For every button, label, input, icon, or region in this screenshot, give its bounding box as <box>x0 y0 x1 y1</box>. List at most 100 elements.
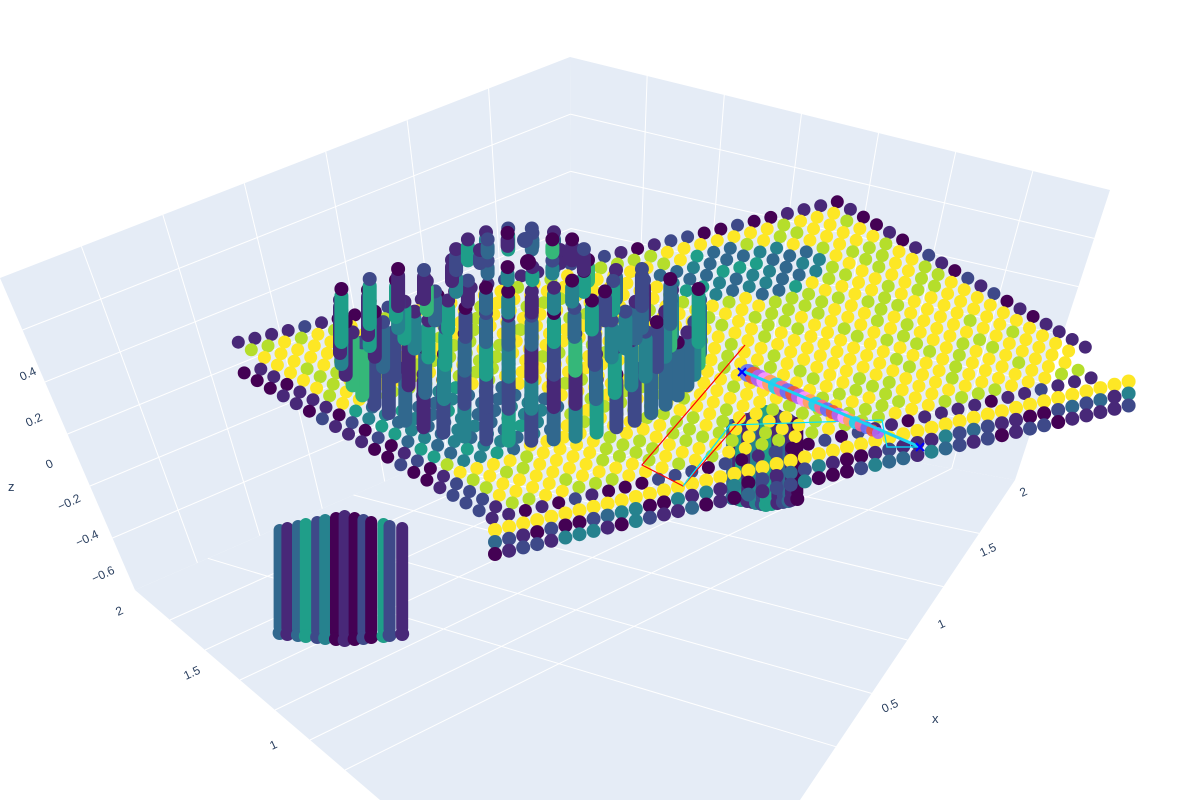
body-point <box>306 393 320 407</box>
body-point <box>371 431 385 445</box>
body-point <box>248 331 262 345</box>
body-point <box>739 291 753 305</box>
body-point <box>1032 340 1046 354</box>
body-point <box>779 260 793 274</box>
body-edge-point <box>1065 387 1080 402</box>
body-point <box>720 253 734 267</box>
body-point <box>1006 325 1020 339</box>
body-point <box>716 414 730 428</box>
body-point <box>962 367 976 381</box>
body-point <box>463 485 477 498</box>
body-point <box>310 381 324 395</box>
body-point <box>751 449 765 463</box>
body-edge-point <box>600 496 615 511</box>
dome-point <box>460 273 475 288</box>
body-point <box>860 349 874 362</box>
body-point <box>444 446 458 460</box>
body-point <box>552 496 566 510</box>
body-point <box>1005 379 1018 393</box>
body-point <box>934 406 948 420</box>
body-edge-point <box>1051 391 1066 405</box>
body-point <box>676 295 690 309</box>
body-point <box>810 210 824 224</box>
body-edge-point <box>516 516 531 531</box>
body-point <box>509 484 523 498</box>
body-point <box>783 249 797 263</box>
body-point <box>437 469 450 483</box>
body-point <box>1051 379 1065 393</box>
body-point <box>738 441 752 455</box>
body-point <box>729 272 743 286</box>
body-point <box>719 403 733 417</box>
body-point <box>394 458 408 472</box>
body-point <box>905 252 919 266</box>
body-point <box>887 310 901 324</box>
front-leg-point <box>395 627 410 641</box>
body-point <box>722 445 736 459</box>
body-edge-point <box>854 437 869 452</box>
body-point <box>777 368 790 382</box>
body-point <box>542 477 556 490</box>
body-point <box>709 288 723 301</box>
body-point <box>319 400 333 414</box>
body-point <box>919 356 933 370</box>
body-edge-point <box>755 460 770 475</box>
dome-column <box>576 249 591 278</box>
z-tick-label: 0.4 <box>17 364 38 384</box>
body-point <box>254 362 268 376</box>
body-edge-point <box>713 482 728 497</box>
body-point <box>871 410 885 424</box>
body-point <box>579 457 593 471</box>
body-point <box>681 230 695 244</box>
body-point <box>746 418 759 432</box>
body-edge-point <box>994 428 1009 443</box>
body-point <box>666 426 680 440</box>
body-edge-point <box>868 445 883 460</box>
body-point <box>933 310 947 324</box>
body-edge-point <box>854 449 869 464</box>
body-point <box>803 233 817 247</box>
body-edge-point <box>910 448 925 462</box>
body-edge-point <box>699 485 714 500</box>
body-point <box>856 210 870 224</box>
body-edge-point <box>1107 377 1122 392</box>
body-point <box>763 360 777 374</box>
body-point <box>993 317 1007 331</box>
body-point <box>722 295 736 309</box>
body-point <box>701 461 715 475</box>
body-point <box>774 326 788 340</box>
body-point <box>270 358 284 372</box>
body-point <box>520 450 534 464</box>
body-point <box>723 391 737 405</box>
body-point <box>925 387 939 401</box>
z-tick-label: 0.2 <box>23 410 44 430</box>
body-edge-point <box>600 508 615 523</box>
body-point <box>307 339 321 353</box>
body-point <box>969 344 983 358</box>
body-point <box>867 325 881 339</box>
body-point <box>818 433 832 447</box>
body-point <box>529 469 543 483</box>
dome-column <box>449 249 464 278</box>
dome-column <box>334 289 349 349</box>
front-leg-column <box>299 518 312 636</box>
body-point <box>810 360 824 374</box>
body-point <box>526 480 540 494</box>
body-point <box>546 465 560 479</box>
body-point <box>947 318 960 331</box>
body-point <box>929 375 942 389</box>
front-leg-column <box>396 522 409 634</box>
body-point <box>653 418 667 432</box>
overlay-rod <box>739 368 921 449</box>
z-tick-label: −0.6 <box>89 563 117 586</box>
body-point <box>291 343 305 357</box>
dome-top-point <box>520 254 536 270</box>
body-point <box>767 349 781 363</box>
dome-point <box>479 280 493 295</box>
dome-point <box>460 232 475 247</box>
body-point <box>562 461 576 475</box>
body-point <box>635 476 649 490</box>
dome-point <box>565 232 580 247</box>
body-point <box>686 261 700 275</box>
